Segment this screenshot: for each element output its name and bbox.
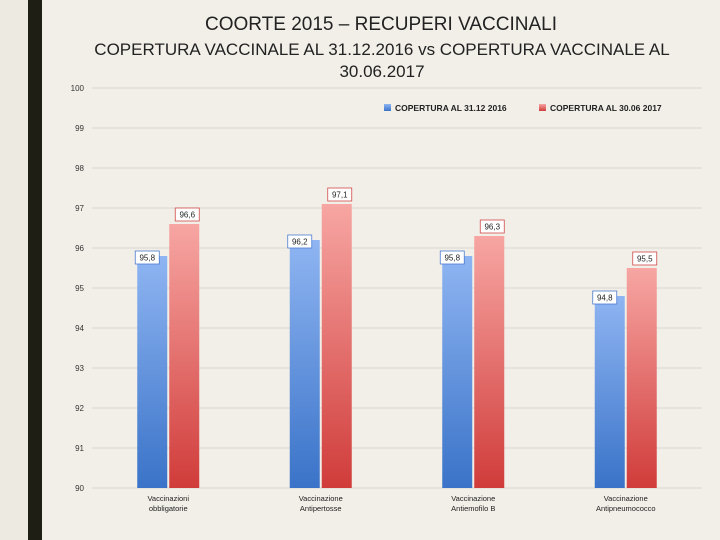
bars-layer bbox=[137, 204, 657, 488]
legend-label-1: COPERTURA AL 31.12 2016 bbox=[395, 103, 507, 113]
bar-series2-cat4 bbox=[626, 268, 657, 488]
bar-series2-cat2 bbox=[321, 204, 352, 488]
bar-series2-cat3 bbox=[474, 236, 505, 488]
x-category-label-3-line-2: Antiemofilo B bbox=[451, 504, 495, 513]
x-category-label-1-line-2: obbligatorie bbox=[149, 504, 188, 513]
bar-series2-cat1 bbox=[169, 224, 200, 488]
bar-series1-cat3 bbox=[442, 256, 473, 488]
slide-subtitle: COPERTURA VACCINALE AL 31.12.2016 vs COP… bbox=[50, 39, 714, 83]
data-label-box-s1-c1 bbox=[134, 250, 160, 265]
legend: COPERTURA AL 31.12 2016 COPERTURA AL 30.0… bbox=[384, 103, 662, 113]
x-category-label-3-line-1: Vaccinazione bbox=[451, 494, 495, 503]
data-label-s1-c4: 94,8 bbox=[597, 294, 613, 303]
y-tick-label-92: 92 bbox=[75, 404, 84, 413]
data-label-s1-c3: 95,8 bbox=[444, 254, 460, 263]
legend-swatch-1 bbox=[384, 104, 391, 111]
data-label-box-s1-c4 bbox=[592, 290, 618, 305]
y-tick-label-91: 91 bbox=[75, 444, 84, 453]
y-tick-label-99: 99 bbox=[75, 124, 84, 133]
y-tick-label-97: 97 bbox=[75, 204, 84, 213]
data-label-s2-c4: 95,5 bbox=[637, 255, 653, 264]
x-category-label-4-line-2: Antipneumococco bbox=[596, 504, 656, 513]
data-label-box-s2-c2 bbox=[327, 187, 353, 202]
chart-area: 90 91 92 93 94 95 96 97 98 99 100 95,8 96,6 Vaccinaz… bbox=[62, 80, 710, 530]
bar-series1-cat1 bbox=[137, 256, 168, 488]
legend-swatch-2 bbox=[539, 104, 546, 111]
legend-label-2: COPERTURA AL 30.06 2017 bbox=[550, 103, 662, 113]
data-label-box-s2-c4 bbox=[632, 251, 658, 266]
data-label-box-s2-c1 bbox=[174, 207, 200, 222]
y-tick-label-98: 98 bbox=[75, 164, 84, 173]
y-tick-label-95: 95 bbox=[75, 284, 84, 293]
bar-chart: 90 91 92 93 94 95 96 97 98 99 100 95,8 96,6 Vaccinaz… bbox=[71, 84, 702, 513]
bar-series1-cat4 bbox=[594, 296, 625, 488]
data-label-s2-c3: 96,3 bbox=[484, 223, 500, 232]
data-label-s1-c1: 95,8 bbox=[139, 254, 155, 263]
x-category-label-2-line-2: Antipertosse bbox=[300, 504, 342, 513]
slide-accent-bar bbox=[28, 0, 42, 540]
y-tick-label-100: 100 bbox=[71, 84, 85, 93]
y-tick-label-90: 90 bbox=[75, 484, 84, 493]
left-margin-band bbox=[0, 0, 28, 540]
y-tick-label-93: 93 bbox=[75, 364, 84, 373]
data-label-s2-c2: 97,1 bbox=[332, 191, 348, 200]
data-label-s2-c1: 96,6 bbox=[179, 211, 195, 220]
subtitle-line-2: 30.06.2017 bbox=[339, 62, 425, 81]
slide-title: COORTE 2015 – RECUPERI VACCINALI bbox=[205, 14, 557, 35]
x-category-label-4-line-1: Vaccinazione bbox=[604, 494, 648, 503]
bar-series1-cat2 bbox=[289, 240, 320, 488]
data-label-box-s2-c3 bbox=[479, 219, 505, 234]
subtitle-line-1: COPERTURA VACCINALE AL 31.12.2016 vs COP… bbox=[94, 40, 670, 59]
data-label-s1-c2: 96,2 bbox=[292, 238, 308, 247]
x-category-label-1-line-1: Vaccinazioni bbox=[147, 494, 189, 503]
data-label-box-s1-c2 bbox=[287, 234, 313, 249]
x-category-label-2-line-1: Vaccinazione bbox=[299, 494, 343, 503]
y-tick-label-96: 96 bbox=[75, 244, 84, 253]
data-label-box-s1-c3 bbox=[439, 250, 465, 265]
y-tick-label-94: 94 bbox=[75, 324, 84, 333]
